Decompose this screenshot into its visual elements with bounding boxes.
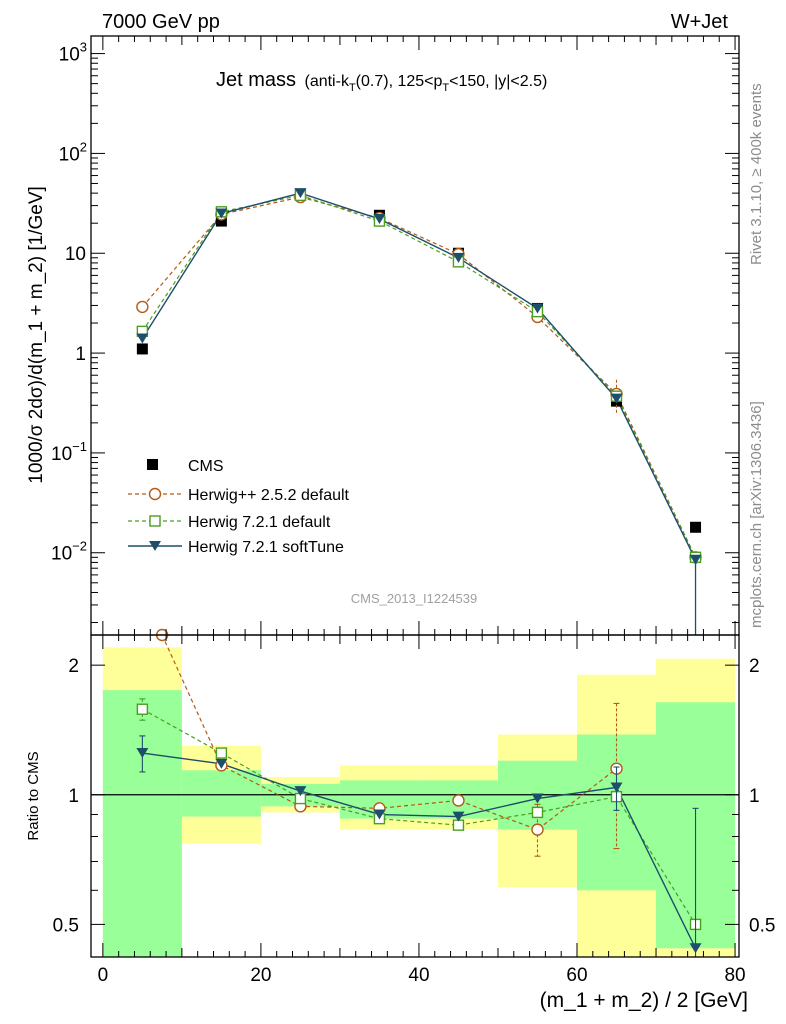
analysis-watermark: CMS_2013_I1224539 <box>351 591 478 606</box>
ratio-plot-frame <box>90 634 740 958</box>
ratio-point-s2-7 <box>689 943 702 954</box>
ratio-point-s0-5 <box>531 823 544 836</box>
main-y-tick-label-2: 1 <box>75 344 86 365</box>
legend-label-herwigpp: Herwig++ 2.5.2 default <box>188 487 350 504</box>
mcplots-label: mcplots.cern.ch [arXiv:1306.3436] <box>748 401 765 628</box>
ratio-point-s2-1 <box>215 758 228 769</box>
ratio-point-s2-0 <box>136 748 149 759</box>
ratio-point-s2-2 <box>294 786 307 797</box>
main-series-lines <box>141 192 697 635</box>
axis-ticks <box>91 36 739 957</box>
main-y-axis-label: 1000/σ 2dσ)/d(m_1 + m_2) [1/GeV] <box>26 186 47 484</box>
main-line-2 <box>141 194 697 558</box>
ratio-point-s1-4 <box>452 819 465 831</box>
main-point-s0-1 <box>215 215 227 227</box>
ratio-y-axis-label: Ratio to CMS <box>25 751 42 840</box>
main-series-markers <box>136 188 702 565</box>
legend: CMS Herwig++ 2.5.2 default Herwig 7.2.1 … <box>128 458 350 556</box>
legend-marker-herwig721 <box>149 515 161 527</box>
main-point-s0-0 <box>136 343 148 355</box>
ratio-y-tick-label-right-2: 2 <box>749 656 760 677</box>
main-point-s1-0 <box>136 300 149 314</box>
legend-marker-cms <box>147 459 158 470</box>
rivet-version-label: Rivet 3.1.10, ≥ 400k events <box>748 83 765 265</box>
x-tick-label-3: 60 <box>566 965 587 986</box>
header-right: W+Jet <box>671 11 729 33</box>
ratio-point-s2-6 <box>610 782 623 793</box>
x-tick-label-0: 0 <box>98 965 109 986</box>
main-point-s3-6 <box>610 393 623 404</box>
main-point-s3-5 <box>531 303 544 314</box>
ratio-band-green-1 <box>181 770 261 817</box>
x-tick-label-4: 80 <box>724 965 745 986</box>
main-point-s3-0 <box>136 333 149 344</box>
main-point-s3-3 <box>373 214 386 225</box>
ratio-y-tick-label-left-2: 2 <box>68 656 79 677</box>
main-y-tick-label-3: 10 <box>65 244 86 265</box>
main-point-s0-7 <box>690 521 702 533</box>
title-detail-a: (anti-k <box>304 73 349 90</box>
ratio-y-tick-label-right-0: 0.5 <box>749 915 775 936</box>
ratio-y-tick-label-right-1: 1 <box>749 786 760 807</box>
header-left: 7000 GeV pp <box>102 11 220 33</box>
ratio-band-green-6 <box>577 734 657 891</box>
ratio-point-s2-3 <box>373 809 386 820</box>
ratio-y-tick-label-left-1: 1 <box>68 786 79 807</box>
main-y-tick-label-4: 102 <box>59 139 87 165</box>
ratio-point-s1-1 <box>215 747 228 759</box>
title-detail-b: (0.7), 125<p <box>356 73 443 90</box>
ratio-line-2 <box>142 752 697 949</box>
ratio-band-green-0 <box>102 690 182 957</box>
x-tick-label-1: 20 <box>250 965 271 986</box>
legend-label-herwig721: Herwig 7.2.1 default <box>188 514 331 531</box>
main-line-3 <box>141 192 697 561</box>
ratio-point-s2-5 <box>531 793 544 804</box>
main-point-s3-2 <box>294 188 307 199</box>
title-detail-c: <150, |y|<2.5) <box>449 73 547 90</box>
main-point-s3-1 <box>215 208 228 219</box>
ratio-y-tick-label-left-0: 0.5 <box>53 915 79 936</box>
x-axis-label: (m_1 + m_2) / 2 [GeV] <box>540 989 748 1012</box>
legend-marker-softtune <box>149 541 161 551</box>
ratio-point-s1-0 <box>136 703 149 715</box>
legend-label-softtune: Herwig 7.2.1 softTune <box>188 539 344 556</box>
main-y-tick-label-0: 10−2 <box>51 539 87 565</box>
main-y-tick-label-1: 10−1 <box>51 439 87 465</box>
legend-label-cms: CMS <box>188 458 224 475</box>
ratio-line-1 <box>142 708 697 925</box>
ratio-point-s1-5 <box>531 806 544 819</box>
title-detail-b-sub: T <box>442 82 449 94</box>
x-tick-label-2: 40 <box>408 965 429 986</box>
main-point-s3-4 <box>452 252 465 263</box>
axis-tick-labels: 10−2 10−1 1 10 102 103 0 20 40 60 80 0.5 0.5 1 1 2 2 <box>51 40 775 986</box>
main-point-s3-7 <box>689 554 702 565</box>
main-line-1 <box>141 196 697 558</box>
ratio-point-s0-4 <box>452 794 465 807</box>
ratio-point-s2-4 <box>452 811 465 822</box>
title-detail-a-sub: T <box>349 82 356 94</box>
chart-title-main: Jet mass <box>216 69 296 91</box>
main-y-tick-label-5: 103 <box>59 40 87 66</box>
chart-title: Jet mass (anti-kT(0.7), 125<pT<150, |y|<… <box>216 69 547 94</box>
legend-marker-herwigpp <box>148 487 162 501</box>
